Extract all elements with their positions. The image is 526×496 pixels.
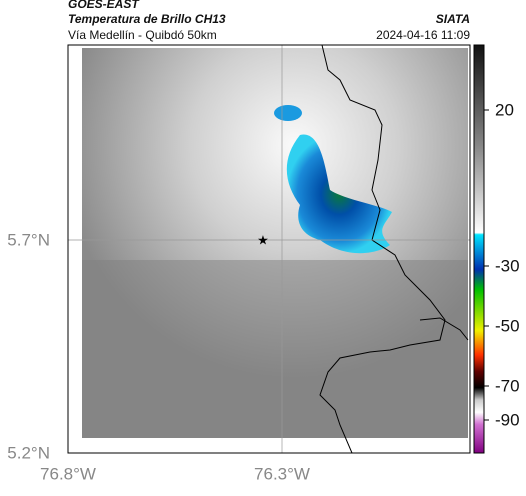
border bbox=[419, 317, 469, 341]
map: ★ 5.7°N 5.2°N 76.8°W 76.3°W bbox=[7, 44, 471, 483]
map-frame bbox=[67, 44, 471, 454]
colorbar-label: -30 bbox=[495, 256, 520, 275]
colorbar-label: -50 bbox=[495, 316, 520, 335]
imagery-shade bbox=[82, 260, 468, 438]
title: Temperatura de Brillo CH13 bbox=[68, 12, 226, 26]
lat-label: 5.2°N bbox=[7, 443, 50, 462]
cloud-cell bbox=[286, 134, 392, 254]
lon-label: 76.3°W bbox=[254, 464, 310, 483]
timestamp: 2024-04-16 11:09 bbox=[376, 28, 470, 42]
subtitle: Vía Medellín - Quibdó 50km bbox=[68, 28, 217, 42]
colorbar: 20 -30 -50 -70 -90 bbox=[473, 44, 520, 454]
colorbar-label: -70 bbox=[495, 376, 520, 395]
cloud-cell bbox=[274, 105, 302, 121]
colorbar-label: -90 bbox=[495, 410, 520, 429]
colorbar-label: 20 bbox=[495, 100, 514, 119]
location-marker: ★ bbox=[257, 232, 269, 247]
lat-label: 5.7°N bbox=[7, 230, 50, 249]
lon-label: 76.8°W bbox=[40, 464, 96, 483]
source: GOES-EAST bbox=[68, 0, 140, 11]
brand: SIATA bbox=[436, 12, 470, 26]
border bbox=[319, 44, 446, 454]
colorbar-scale bbox=[473, 44, 485, 454]
header: GOES-EAST Temperatura de Brillo CH13 Vía… bbox=[68, 0, 470, 42]
